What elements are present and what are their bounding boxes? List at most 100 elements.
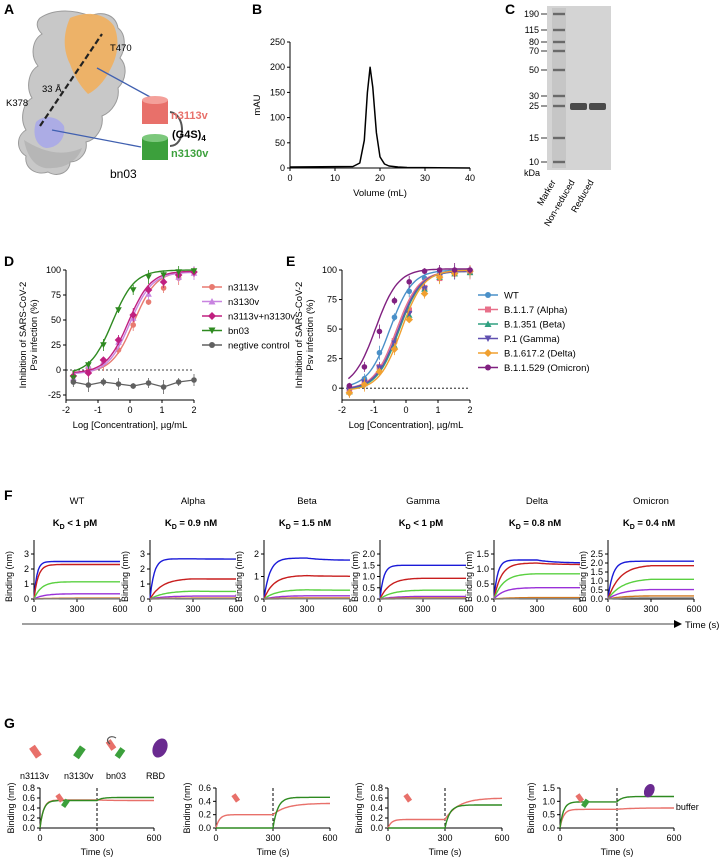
y-tick-label: 0.2 [198,810,211,820]
x-tick-label: 300 [89,833,104,843]
y-axis-title: Binding (nm) [350,551,360,602]
x-tick-label: 300 [185,604,200,614]
time-axis-label: Time (s) [685,620,719,631]
x-tick-label: 0 [377,604,382,614]
legend-bn03-label: bn03 [106,771,126,781]
b-y-tick-label: 100 [270,113,285,123]
panel-e-label: E [286,253,295,269]
y-tick-label: 1.5 [362,560,375,570]
band-non-reduced [570,103,587,110]
b-x-tick-label: 20 [375,173,385,183]
y-tick-label: 0 [254,594,259,604]
legend-marker [209,342,215,348]
kd-prefix: K [509,518,516,529]
kd-prefix: K [279,518,286,529]
y-tick-label: 0.5 [542,810,555,820]
data-point [435,273,444,281]
kd-subscript: D [406,524,411,531]
kd-label: KD = 0.9 nM [165,518,217,531]
binding-curve [149,590,236,600]
x-tick-label: -2 [62,405,70,415]
data-point [467,267,473,273]
legend-label: B.1.617.2 (Delta) [504,349,576,360]
x-tick-label: 600 [228,604,243,614]
x-tick-label: 600 [112,604,127,614]
ladder-size-label: 15 [529,133,539,143]
kd-subscript: D [630,524,635,531]
glyph-antibody-a [575,793,585,803]
ladder-size-label: 80 [529,37,539,47]
sensorgram-title: Alpha [181,496,206,507]
y-axis-title: Binding (nm) [120,551,130,602]
b-y-tick-label: 50 [275,138,285,148]
binding-curve [149,558,236,600]
y-tick-label: 1.5 [590,567,603,577]
panel-a: A T470 K378 33 Å n3113v (G4S)4 n3130v bn… [4,1,209,181]
binding-curve [607,588,694,600]
x-tick-label: 600 [666,833,681,843]
x-tick-label: 0 [491,604,496,614]
y-tick-label: 0.0 [476,594,489,604]
linker-text: (G4S) [172,129,202,141]
kd-subscript: D [516,524,521,531]
binding-curve [493,573,580,600]
ladder-band [553,136,565,140]
glyph-antibody-a [231,793,241,803]
x-tick-label: 0 [403,405,408,415]
panel-f-label: F [4,487,13,503]
y-axis-title: Binding (nm) [526,782,536,833]
ladder-size-label: 50 [529,65,539,75]
data-point [100,379,107,385]
data-point [391,297,398,304]
ladder-band [553,49,565,53]
kd-label: KD = 0.4 nM [623,518,675,531]
legend-marker [485,292,491,298]
x-tick-label: -1 [370,405,378,415]
n3130v-cylinder-top [142,134,168,142]
series-negtive-control [70,374,197,394]
series-b-1-1-529-omicron- [346,263,473,389]
y-tick-label: 0.8 [370,783,383,793]
y-tick-label: 0.0 [198,823,211,833]
binning-plot-3: 0.00.20.40.60.8 0 300 600 Time (s) Binding (n… [354,782,510,857]
legend-marker [485,364,491,371]
data-point [99,356,108,364]
y-tick-label: 0.5 [362,583,375,593]
binding-curve [263,557,350,600]
sensorgram-title: Gamma [406,496,441,507]
legend-label: WT [504,291,519,302]
data-point [85,362,92,369]
kd-label: KD = 1.5 nM [279,518,331,531]
chart-b: 0 50 100 150 200 250 0 10 20 30 40 Volume (mL) mAU [252,37,475,199]
data-point [406,288,413,295]
data-point [361,364,368,370]
x-tick-label: 300 [529,604,544,614]
x-tick-label: 0 [127,405,132,415]
y-tick-label: 0.0 [590,594,603,604]
x-axis-title: Time (s) [429,847,462,857]
binding-curve [607,578,694,600]
x-axis-title: Time (s) [601,847,634,857]
data-point [160,384,167,390]
distance-line [39,33,103,127]
legend-label: B.1.1.529 (Omicron) [504,363,590,374]
data-point [405,315,413,324]
x-tick-label: 0 [37,833,42,843]
distance-label: 33 Å [42,84,62,95]
ladder-band [553,12,565,16]
n3113v-cylinder [142,100,168,124]
y-tick-label: 2.0 [590,558,603,568]
data-point [144,286,153,294]
legend-marker [209,284,215,290]
e-y-axis-title: Inhibition of SARS-CoV-2 [294,282,305,389]
x-tick-label: 0 [213,833,218,843]
binning-plot-2: 0.0 0.2 0.4 0.6 0 300 600 Time (s) Binding (nm) [182,782,338,857]
ladder-band [553,40,565,44]
surface-shadow [24,140,82,169]
